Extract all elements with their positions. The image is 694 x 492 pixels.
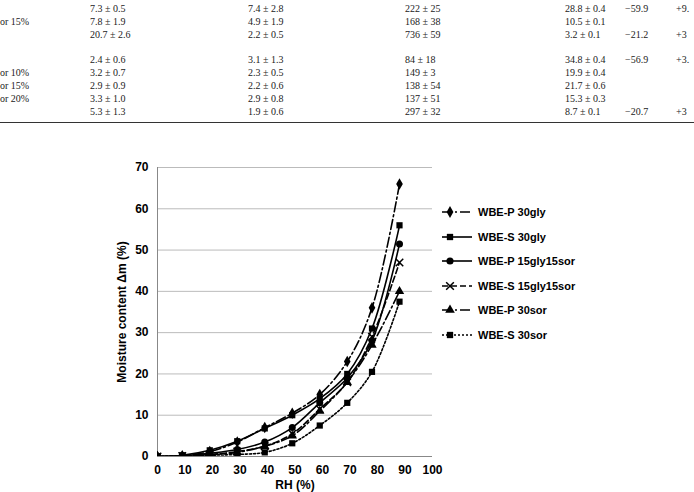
html-text:WBE-P 30sor: WBE-P 30sor xyxy=(478,304,547,317)
svg-text:30: 30 xyxy=(135,325,149,339)
html-text:7.8 ± 1.9: 7.8 ± 1.9 xyxy=(90,16,126,27)
svg-text:50: 50 xyxy=(288,463,302,477)
html-text:−59.9: −59.9 xyxy=(625,3,649,14)
html-text:3.3 ± 1.0: 3.3 ± 1.0 xyxy=(90,93,126,104)
html-text:2.2 ± 0.5: 2.2 ± 0.5 xyxy=(248,29,284,40)
html-text:WBE-S 15gly15sor: WBE-S 15gly15sor xyxy=(478,279,576,292)
svg-text:60: 60 xyxy=(316,463,330,477)
svg-text:60: 60 xyxy=(135,202,149,216)
svg-text:70: 70 xyxy=(343,463,357,477)
html-text:19.9 ± 0.4: 19.9 ± 0.4 xyxy=(565,67,606,78)
html-text:or 15%: or 15% xyxy=(0,80,30,91)
svg-text:20: 20 xyxy=(135,367,149,381)
svg-text:10: 10 xyxy=(135,408,149,422)
html-text:3.2 ± 0.1: 3.2 ± 0.1 xyxy=(565,29,601,40)
html-text:WBE-P 30gly: WBE-P 30gly xyxy=(478,206,546,219)
svg-text:10: 10 xyxy=(178,463,192,477)
html-text:84 ± 18: 84 ± 18 xyxy=(405,54,436,65)
svg-text:40: 40 xyxy=(135,284,149,298)
svg-text:90: 90 xyxy=(398,463,412,477)
html-text:7.4 ± 2.8: 7.4 ± 2.8 xyxy=(248,3,284,14)
html-text:2.9 ± 0.8: 2.9 ± 0.8 xyxy=(248,93,284,104)
html-text:8.7 ± 0.1: 8.7 ± 0.1 xyxy=(565,106,601,117)
html-text:+3: +3 xyxy=(676,106,687,117)
html-text:WBE-S 30gly: WBE-S 30gly xyxy=(478,230,546,243)
html-text:+3.: +3. xyxy=(676,54,690,65)
svg-text:70: 70 xyxy=(135,160,149,174)
html-text:−21.2: −21.2 xyxy=(625,29,649,40)
html-text:15.3 ± 0.3: 15.3 ± 0.3 xyxy=(565,93,606,104)
html-text:+3: +3 xyxy=(676,29,687,40)
svg-text:Moisture content Δm (%): Moisture content Δm (%) xyxy=(115,241,129,382)
svg-text:20: 20 xyxy=(206,463,220,477)
svg-text:50: 50 xyxy=(135,243,149,257)
html-text:+9.: +9. xyxy=(676,3,690,14)
html-text:2.4 ± 0.6: 2.4 ± 0.6 xyxy=(90,54,126,65)
svg-text:0: 0 xyxy=(142,449,149,463)
svg-text:RH (%): RH (%) xyxy=(275,478,314,492)
html-text:149 ± 3: 149 ± 3 xyxy=(405,67,436,78)
html-text:21.7 ± 0.6: 21.7 ± 0.6 xyxy=(565,80,606,91)
html-text:137 ± 51: 137 ± 51 xyxy=(405,93,441,104)
svg-text:0: 0 xyxy=(154,463,161,477)
html-text:or 15%: or 15% xyxy=(0,16,30,27)
html-text:WBE-S 30sor: WBE-S 30sor xyxy=(478,328,548,341)
svg-text:40: 40 xyxy=(261,463,275,477)
html-text:−56.9: −56.9 xyxy=(625,54,649,65)
html-text:2.9 ± 0.9: 2.9 ± 0.9 xyxy=(90,80,126,91)
svg-text:100: 100 xyxy=(422,463,442,477)
html-text:34.8 ± 0.4: 34.8 ± 0.4 xyxy=(565,54,606,65)
html-text:2.2 ± 0.6: 2.2 ± 0.6 xyxy=(248,80,284,91)
html-text:28.8 ± 0.4: 28.8 ± 0.4 xyxy=(565,3,606,14)
html-text:168 ± 38: 168 ± 38 xyxy=(405,16,441,27)
html-text:20.7 ± 2.6: 20.7 ± 2.6 xyxy=(90,29,131,40)
html-text:or 20%: or 20% xyxy=(0,93,30,104)
svg-text:80: 80 xyxy=(371,463,385,477)
html-text:or 10%: or 10% xyxy=(0,67,30,78)
html-text:10.5 ± 0.1: 10.5 ± 0.1 xyxy=(565,16,606,27)
html-text:7.3 ± 0.5: 7.3 ± 0.5 xyxy=(90,3,126,14)
html-text:WBE-P 15gly15sor: WBE-P 15gly15sor xyxy=(478,255,575,268)
html-text:3.2 ± 0.7: 3.2 ± 0.7 xyxy=(90,67,126,78)
html-text:5.3 ± 1.3: 5.3 ± 1.3 xyxy=(90,106,126,117)
svg-text:30: 30 xyxy=(233,463,247,477)
html-text:1.9 ± 0.6: 1.9 ± 0.6 xyxy=(248,106,284,117)
html-text:−20.7: −20.7 xyxy=(625,106,649,117)
html-text:2.3 ± 0.5: 2.3 ± 0.5 xyxy=(248,67,284,78)
html-text:3.1 ± 1.3: 3.1 ± 1.3 xyxy=(248,54,284,65)
html-text:297 ± 32: 297 ± 32 xyxy=(405,106,441,117)
html-text:138 ± 54: 138 ± 54 xyxy=(405,80,441,91)
html-text:4.9 ± 1.9: 4.9 ± 1.9 xyxy=(248,16,284,27)
html-text:736 ± 59: 736 ± 59 xyxy=(405,29,441,40)
html-text:222 ± 25: 222 ± 25 xyxy=(405,3,441,14)
